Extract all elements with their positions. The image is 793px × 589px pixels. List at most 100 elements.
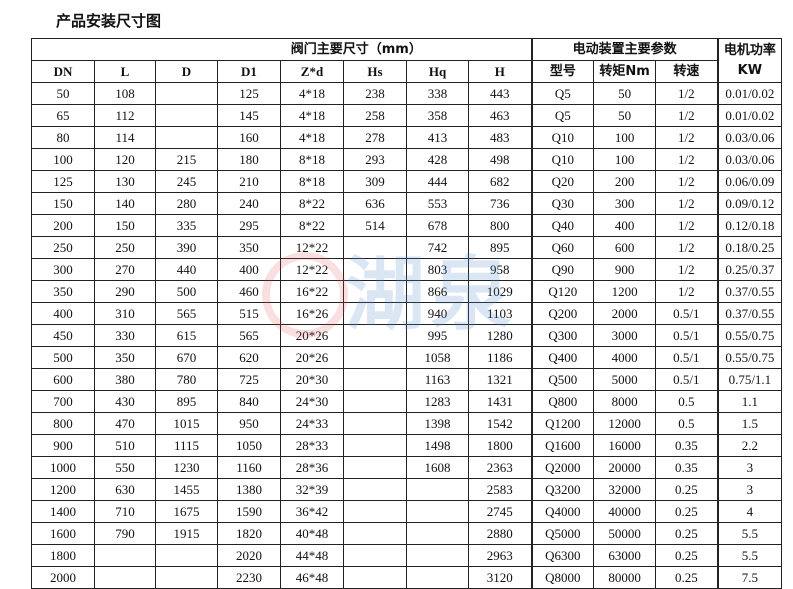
cell-model: Q40 xyxy=(530,214,595,237)
cell-hq: 413 xyxy=(406,126,469,149)
cell-hs: 258 xyxy=(343,104,407,127)
cell-d1: 210 xyxy=(217,170,281,193)
cell-power: 0.01/0.02 xyxy=(716,104,783,127)
cell-torque: 63000 xyxy=(593,544,657,567)
cell-d1: 1590 xyxy=(217,500,281,523)
cell-speed: 1/2 xyxy=(655,280,719,303)
cell-model: Q90 xyxy=(530,258,595,281)
table-row: 600 380 780 725 20*30 1163 1321 Q500 5000 0.5/1 0.… xyxy=(31,368,783,391)
cell-d: 565 xyxy=(155,302,218,325)
cell-z-d: 8*22 xyxy=(280,214,344,237)
cell-power: 5.5 xyxy=(716,544,783,567)
cell-d1: 565 xyxy=(217,324,281,347)
cell-torque: 400 xyxy=(593,214,657,237)
cell-d: 895 xyxy=(155,390,218,413)
cell-hs xyxy=(343,346,407,369)
cell-d: 500 xyxy=(155,280,218,303)
cell-torque: 100 xyxy=(593,126,657,149)
cell-h: 463 xyxy=(467,104,533,127)
cell-h: 498 xyxy=(467,148,533,171)
cell-l: 112 xyxy=(94,104,156,127)
cell-model: Q500 xyxy=(530,368,595,391)
table-row: 700 430 895 840 24*30 1283 1431 Q800 8000 0.5 1.1 xyxy=(31,390,783,413)
cell-hs: 293 xyxy=(343,148,407,171)
cell-hs: 238 xyxy=(343,82,407,105)
cell-hq: 338 xyxy=(406,82,469,105)
cell-power: 0.55/0.75 xyxy=(716,346,783,369)
cell-hs xyxy=(343,522,407,545)
cell-power: 0.03/0.06 xyxy=(716,148,783,171)
table-row: 2000 2230 46*48 3120 Q8000 80000 0.25 7.5 xyxy=(31,566,783,589)
cell-hq: 678 xyxy=(406,214,469,237)
cell-speed: 0.25 xyxy=(655,544,719,567)
cell-torque: 32000 xyxy=(593,478,657,501)
cell-dn: 150 xyxy=(31,192,95,215)
cell-dn: 125 xyxy=(31,170,95,193)
cell-d xyxy=(155,82,218,105)
cell-speed: 1/2 xyxy=(655,104,719,127)
cell-l: 350 xyxy=(94,346,156,369)
cell-h: 483 xyxy=(467,126,533,149)
cell-torque: 2000 xyxy=(593,302,657,325)
cell-z-d: 8*18 xyxy=(280,148,344,171)
cell-hq: 1498 xyxy=(406,434,469,457)
cell-hq: 1608 xyxy=(406,456,469,479)
cell-l: 120 xyxy=(94,148,156,171)
column-header-speed: 转速 xyxy=(655,60,719,83)
cell-d1: 620 xyxy=(217,346,281,369)
cell-hs xyxy=(343,368,407,391)
cell-speed: 1/2 xyxy=(655,82,719,105)
cell-l: 108 xyxy=(94,82,156,105)
cell-d1: 2020 xyxy=(217,544,281,567)
cell-speed: 0.35 xyxy=(655,456,719,479)
cell-dn: 400 xyxy=(31,302,95,325)
cell-speed: 0.5/1 xyxy=(655,302,719,325)
column-header-l: L xyxy=(94,60,156,83)
cell-hq: 995 xyxy=(406,324,469,347)
motor-power-header: 电机功率KW xyxy=(716,38,783,83)
cell-d1: 950 xyxy=(217,412,281,435)
cell-hs xyxy=(343,258,407,281)
cell-power: 0.12/0.18 xyxy=(716,214,783,237)
cell-z-d: 44*48 xyxy=(280,544,344,567)
cell-l: 430 xyxy=(94,390,156,413)
cell-model: Q6300 xyxy=(530,544,595,567)
cell-hs: 309 xyxy=(343,170,407,193)
cell-l: 470 xyxy=(94,412,156,435)
cell-hs xyxy=(343,500,407,523)
table-row: 900 510 1115 1050 28*33 1498 1800 Q1600 16000 0.3… xyxy=(31,434,783,457)
cell-z-d: 12*22 xyxy=(280,258,344,281)
cell-l: 310 xyxy=(94,302,156,325)
cell-power: 0.25/0.37 xyxy=(716,258,783,281)
cell-z-d: 20*26 xyxy=(280,346,344,369)
cell-hq: 444 xyxy=(406,170,469,193)
column-header-model: 型号 xyxy=(530,60,595,83)
cell-d: 1675 xyxy=(155,500,218,523)
cell-hq: 428 xyxy=(406,148,469,171)
cell-model: Q10 xyxy=(530,148,595,171)
cell-h: 1800 xyxy=(467,434,533,457)
cell-speed: 0.25 xyxy=(655,522,719,545)
table-row: 450 330 615 565 20*26 995 1280 Q300 3000 0.5/1 0.5… xyxy=(31,324,783,347)
cell-d1: 160 xyxy=(217,126,281,149)
cell-h: 2363 xyxy=(467,456,533,479)
cell-l: 130 xyxy=(94,170,156,193)
cell-hq: 742 xyxy=(406,236,469,259)
cell-h: 1186 xyxy=(467,346,533,369)
cell-hs xyxy=(343,412,407,435)
cell-d: 670 xyxy=(155,346,218,369)
cell-hq: 1398 xyxy=(406,412,469,435)
cell-h: 2745 xyxy=(467,500,533,523)
cell-power: 3 xyxy=(716,456,783,479)
cell-hq: 803 xyxy=(406,258,469,281)
cell-z-d: 24*30 xyxy=(280,390,344,413)
cell-dn: 600 xyxy=(31,368,95,391)
cell-model: Q5 xyxy=(530,82,595,105)
cell-speed: 0.25 xyxy=(655,478,719,501)
cell-h: 443 xyxy=(467,82,533,105)
cell-model: Q1200 xyxy=(530,412,595,435)
cell-model: Q300 xyxy=(530,324,595,347)
cell-z-d: 40*48 xyxy=(280,522,344,545)
cell-torque: 50 xyxy=(593,104,657,127)
cell-torque: 900 xyxy=(593,258,657,281)
